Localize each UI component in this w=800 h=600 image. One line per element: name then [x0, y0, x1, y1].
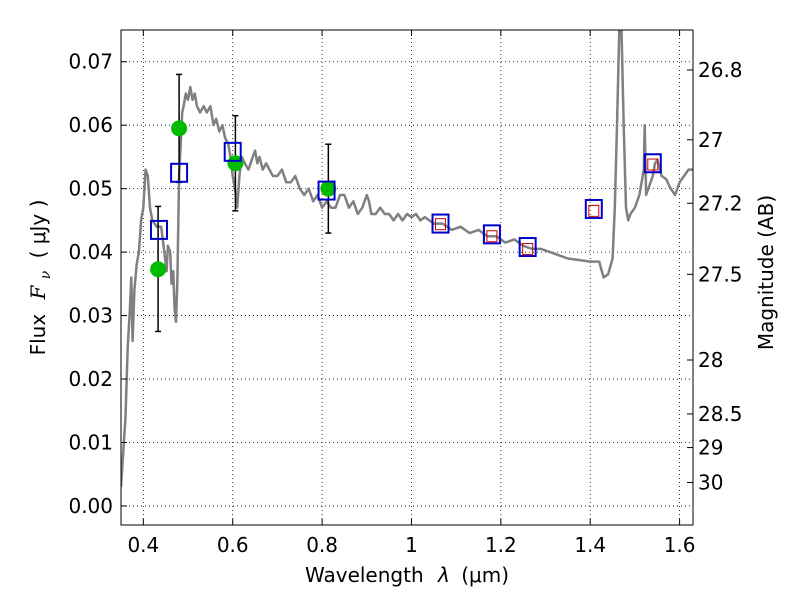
x-tick-label: 0.4: [127, 533, 159, 557]
plot-area: [121, 30, 693, 487]
x-tick-label: 1.4: [574, 533, 606, 557]
model-photometry-square: [149, 219, 168, 240]
observed-point: [227, 155, 244, 172]
model-photometry-square: [643, 153, 662, 174]
y2-tick-label: 27.5: [698, 262, 743, 286]
model-photometry-square: [518, 237, 537, 258]
y-axis-label-unit: ( μJy ): [26, 200, 50, 259]
x-tick-label: 1: [405, 533, 418, 557]
model-photometry-square: [170, 162, 189, 183]
y-tick-label: 0.05: [68, 177, 113, 201]
x-tick-label: 1.2: [485, 533, 517, 557]
model-photometry-square: [431, 213, 450, 234]
y-axis-label: Flux F ν ( μJy ): [26, 200, 55, 356]
y-axis-label-prefix: Flux: [26, 314, 50, 356]
model-photometry-square: [482, 224, 501, 245]
y2-tick-label: 28: [698, 348, 723, 372]
y-axis-label-sub: ν: [38, 270, 54, 279]
y2-axis-label: Magnitude (AB): [754, 195, 778, 350]
model-photometry-square: [584, 198, 603, 219]
x-axis-label-var: λ: [437, 563, 450, 587]
plot-frame: [120, 29, 694, 526]
y2-tick-label: 30: [698, 470, 723, 494]
upper-limit-square: [486, 230, 498, 243]
x-axis-label: Wavelength λ (μm): [305, 563, 509, 587]
y-tick-label: 0.07: [68, 50, 113, 74]
upper-limit-square: [522, 242, 534, 255]
x-tick-label: 1.6: [664, 533, 696, 557]
y-tick-label: 0.03: [68, 304, 113, 328]
y-tick-label: 0.00: [68, 494, 113, 518]
upper-limit-square: [647, 158, 659, 171]
x-axis-label-unit: (μm): [461, 563, 509, 587]
x-axis-label-prefix: Wavelength: [305, 563, 424, 587]
axis-ticks: 0.4 0.6 0.8 1 1.2 1.4 1.6 0.00 0.01 0.02 0.03 0.04 0…: [68, 30, 743, 557]
gridlines: [121, 30, 693, 525]
y-axis-label-var: F: [26, 284, 50, 300]
y2-tick-label: 28.5: [698, 402, 743, 426]
x-tick-label: 0.8: [306, 533, 338, 557]
upper-limit-square: [588, 204, 600, 217]
observed-point: [150, 261, 167, 278]
y2-tick-label: 29: [698, 436, 723, 460]
series-layer: [121, 30, 693, 487]
x-tick-label: 0.6: [217, 533, 249, 557]
observed-point: [171, 120, 188, 137]
y-tick-label: 0.04: [68, 240, 113, 264]
y2-tick-label: 26.8: [698, 58, 743, 82]
observed-point: [320, 180, 337, 197]
model-photometry-square: [223, 141, 242, 162]
upper-limit-square: [435, 218, 447, 231]
y-tick-label: 0.02: [68, 367, 113, 391]
y-tick-label: 0.06: [68, 113, 113, 137]
y2-tick-label: 27: [698, 128, 723, 152]
y2-tick-label: 27.2: [698, 191, 743, 215]
model-photometry-square: [317, 180, 336, 201]
y-tick-label: 0.01: [68, 431, 113, 455]
